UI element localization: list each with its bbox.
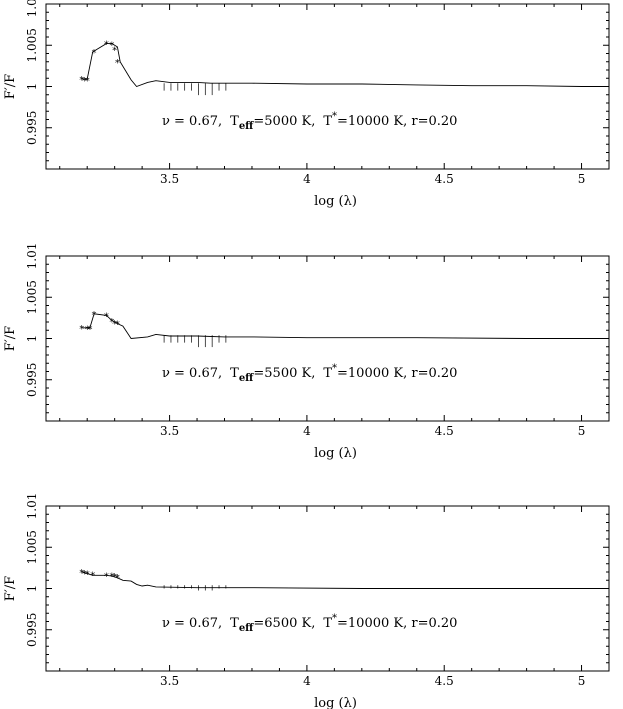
annotation-nu: ν = 0.67, <box>162 616 222 631</box>
data-marker: * <box>104 571 109 582</box>
y-tick-label: 1 <box>25 585 39 593</box>
x-tick-label: 5 <box>578 424 586 438</box>
annotation-tstar-val: =10000 K, r=0.20 <box>337 366 457 381</box>
data-marker: * <box>79 75 84 86</box>
panel-3: 3.5 4 4.5 5 0.995 1 1.005 1.01 log (λ) F′/F ν = 0.… <box>3 493 610 709</box>
y-tick-label: 0.995 <box>25 363 39 397</box>
y-axis-label: F′/F <box>3 576 18 601</box>
data-marker: * <box>115 573 120 584</box>
y-tick-label: 1.01 <box>25 0 39 17</box>
parameter-annotation: ν = 0.67, Teff=5500 K, T*=10000 K, r=0.20 <box>162 363 457 384</box>
y-tick-label: 0.995 <box>25 111 39 145</box>
y-tick-label: 1.01 <box>25 493 39 520</box>
y-tick-label: 1 <box>25 335 39 343</box>
annotation-tstar: T <box>323 366 332 381</box>
x-axis-label: log (λ) <box>314 194 357 209</box>
data-marker: * <box>92 310 97 321</box>
data-marker: * <box>85 76 90 87</box>
annotation-tstar-sup: * <box>332 613 337 624</box>
data-marker: * <box>79 568 84 579</box>
data-marker: * <box>109 40 114 51</box>
data-marker: * <box>92 48 97 59</box>
annotation-nu: ν = 0.67, <box>162 114 222 129</box>
data-marker: * <box>112 572 117 583</box>
y-tick-label: 1.005 <box>25 530 39 564</box>
y-axis-label: F′/F <box>3 326 18 351</box>
panel-1: 3.5 4 4.5 5 0.995 1 1.005 1.01 log (λ) F′/F ν = 0.… <box>3 0 610 209</box>
data-marker: * <box>85 570 90 581</box>
x-tick-label: 4.5 <box>435 674 454 688</box>
series-line <box>81 313 609 339</box>
plot-frame <box>45 3 610 170</box>
data-marker: * <box>109 571 114 582</box>
annotation-teff: T <box>230 366 239 381</box>
data-marker: * <box>82 76 87 87</box>
data-marker: * <box>112 319 117 330</box>
data-marker: * <box>82 569 87 580</box>
x-tick-label: 4.5 <box>435 172 454 186</box>
annotation-teff-sub: eff <box>239 373 254 384</box>
parameter-annotation: ν = 0.67, Teff=6500 K, T*=10000 K, r=0.20 <box>162 613 457 634</box>
annotation-teff-val: =6500 K, <box>253 616 315 631</box>
annotation-tstar: T <box>323 616 332 631</box>
data-marker: * <box>112 45 117 56</box>
series-line <box>81 571 609 589</box>
annotation-tstar: T <box>323 114 332 129</box>
x-tick-label: 5 <box>578 674 586 688</box>
annotation-teff-sub: eff <box>239 623 254 634</box>
data-marker: * <box>79 324 84 335</box>
x-tick-label: 3.5 <box>160 674 179 688</box>
data-marker: * <box>85 325 90 336</box>
x-tick-label: 3.5 <box>160 172 179 186</box>
x-axis-label: log (λ) <box>314 446 357 461</box>
x-tick-label: 4 <box>303 674 311 688</box>
annotation-teff: T <box>230 616 239 631</box>
x-tick-label: 4 <box>303 172 311 186</box>
data-marker: * <box>87 325 92 336</box>
annotation-tstar-sup: * <box>332 111 337 122</box>
data-marker: * <box>115 320 120 331</box>
data-marker: * <box>104 40 109 51</box>
y-axis-label: F′/F <box>3 74 18 99</box>
annotation-tstar-sup: * <box>332 363 337 374</box>
annotation-teff-val: =5500 K, <box>253 366 315 381</box>
y-tick-label: 1.01 <box>25 243 39 270</box>
annotation-tstar-val: =10000 K, r=0.20 <box>337 114 457 129</box>
panel-2: 3.5 4 4.5 5 0.995 1 1.005 1.01 log (λ) F′/F ν = 0.… <box>3 243 610 461</box>
y-tick-label: 1 <box>25 83 39 91</box>
data-marker: * <box>90 570 95 581</box>
data-marker: * <box>104 311 109 322</box>
x-axis-label: log (λ) <box>314 696 357 709</box>
data-marker: * <box>109 317 114 328</box>
series-line <box>81 43 609 88</box>
y-tick-label: 0.995 <box>25 613 39 647</box>
annotation-nu: ν = 0.67, <box>162 366 222 381</box>
annotation-teff-val: =5000 K, <box>253 114 315 129</box>
x-tick-label: 3.5 <box>160 424 179 438</box>
y-tick-label: 1.005 <box>25 28 39 62</box>
x-tick-label: 5 <box>578 172 586 186</box>
y-tick-label: 1.005 <box>25 280 39 314</box>
x-tick-label: 4 <box>303 424 311 438</box>
data-marker: * <box>115 58 120 69</box>
parameter-annotation: ν = 0.67, Teff=5000 K, T*=10000 K, r=0.20 <box>162 111 457 132</box>
annotation-teff: T <box>230 114 239 129</box>
annotation-tstar-val: =10000 K, r=0.20 <box>337 616 457 631</box>
annotation-teff-sub: eff <box>239 121 254 132</box>
x-tick-label: 4.5 <box>435 424 454 438</box>
